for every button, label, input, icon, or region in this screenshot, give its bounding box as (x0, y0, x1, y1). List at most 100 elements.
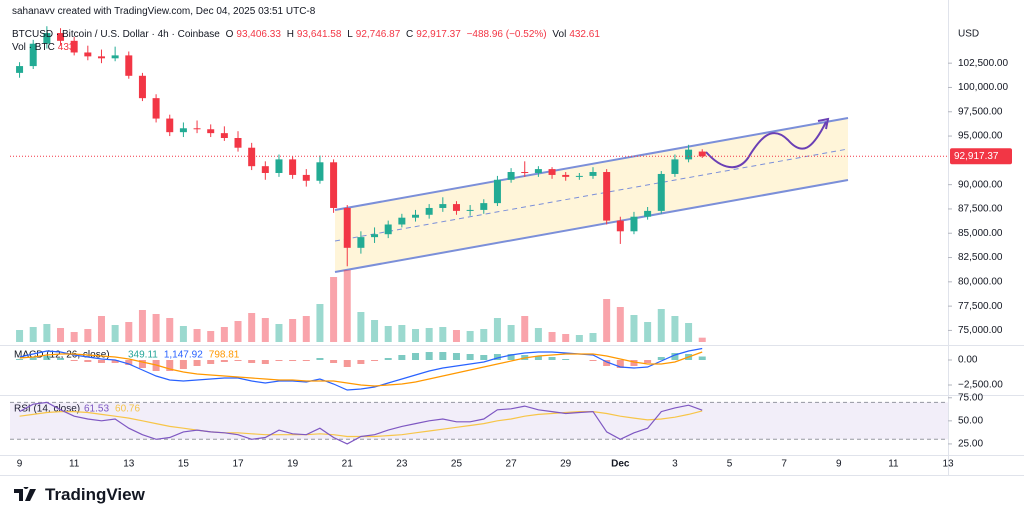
volume-bar (316, 304, 324, 342)
candle-body (207, 129, 215, 134)
volume-bar (275, 324, 283, 342)
macd-histogram (220, 360, 228, 362)
macd-histogram (138, 360, 146, 368)
logo-shape (14, 487, 36, 501)
macd-histogram (248, 360, 256, 363)
x-tick-label: 9 (836, 459, 842, 470)
macd-histogram (452, 353, 460, 360)
volume-bar (425, 328, 433, 342)
legend-label: C (406, 29, 414, 40)
y-tick-label: 50.00 (958, 415, 983, 426)
volume-bar (343, 270, 351, 342)
candle-body (616, 220, 624, 232)
volume-label: Vol · BTC (12, 42, 55, 53)
candle-body (466, 209, 474, 211)
x-tick-label: 11 (69, 459, 80, 470)
x-tick-label: 23 (396, 459, 408, 470)
macd-histogram (671, 353, 679, 360)
volume-bar (521, 316, 529, 342)
macd-histogram (166, 360, 174, 371)
macd-legend-value: 1,147.92 (164, 350, 203, 361)
volume-bar (330, 277, 338, 342)
rsi-band (10, 402, 948, 440)
candle-body (507, 172, 515, 180)
macd-histogram (29, 357, 37, 360)
candle-body (248, 147, 256, 167)
y-tick-label: 100,000.00 (958, 82, 1008, 93)
macd-histogram (357, 360, 365, 364)
candle-body (316, 162, 324, 181)
legend-value: 93,641.58 (296, 29, 342, 40)
volume-bar (493, 318, 501, 342)
macd-histogram (234, 360, 242, 361)
macd-histogram (493, 354, 501, 360)
candle-body (439, 204, 447, 208)
x-tick-label: 15 (178, 459, 190, 470)
macd-histogram (630, 360, 638, 366)
candle-body (630, 216, 638, 232)
macd-histogram (97, 360, 105, 363)
macd-legend-value: 349.11 (128, 350, 158, 361)
rsi-legend-value: 61.53 (84, 404, 109, 415)
candle-body (521, 172, 529, 174)
volume-bar (220, 327, 228, 342)
candle-body (480, 203, 488, 210)
x-tick-label: 29 (560, 459, 572, 470)
candle-body (57, 33, 65, 41)
volume-bar (70, 332, 78, 342)
volume-bar (616, 307, 624, 342)
rsi-legend-value: 60.76 (115, 404, 140, 415)
volume-bar (357, 312, 365, 342)
candle-body (343, 207, 351, 248)
macd-histogram (179, 360, 187, 369)
volume-bar (84, 329, 92, 342)
candle-body (166, 118, 174, 133)
volume-bar (125, 322, 133, 342)
channel-upper (334, 117, 849, 211)
candle-body (275, 159, 283, 173)
macd-histogram (589, 360, 597, 361)
legend-value: 93,406.33 (236, 29, 281, 40)
y-tick-label: 95,000.00 (958, 131, 1003, 142)
volume-bar (248, 313, 256, 342)
volume-bar (234, 321, 242, 342)
channel-mid (334, 148, 849, 242)
candle-body (152, 98, 160, 119)
candle-body (589, 172, 597, 176)
y-tick-label: 75,000.00 (958, 325, 1003, 336)
y-tick-label: 80,000.00 (958, 276, 1003, 287)
channel-fill (335, 118, 848, 272)
y-tick-label: 0.00 (958, 355, 978, 366)
candle-body (138, 75, 146, 99)
brand: TradingView (14, 485, 145, 505)
macd-histogram (43, 356, 51, 360)
volume-bar (412, 329, 420, 342)
macd-histogram (616, 360, 624, 368)
macd-histogram (644, 360, 652, 363)
macd-histogram (657, 357, 665, 360)
x-tick-label: 7 (781, 459, 787, 470)
y-tick-label: 97,500.00 (958, 106, 1003, 117)
candle-body (452, 204, 460, 211)
rsi-line (19, 401, 703, 445)
macd-histogram (289, 360, 297, 361)
volume-bar (207, 331, 215, 342)
macd-histogram (480, 355, 488, 360)
macd-histogram (562, 359, 570, 360)
x-tick-label: 21 (342, 459, 354, 470)
volume-bar (152, 314, 160, 342)
volume-bar (466, 331, 474, 342)
candle-body (534, 169, 542, 173)
candle-body (548, 169, 556, 175)
candle-body (603, 172, 611, 221)
y-tick-label: 90,000.00 (958, 179, 1003, 190)
candle-body (575, 175, 583, 177)
candle-body (644, 210, 652, 217)
x-tick-label: 27 (506, 459, 518, 470)
candle-body (97, 56, 105, 59)
macd-histogram (507, 354, 515, 360)
macd-histogram (439, 352, 447, 360)
volume-bar (398, 325, 406, 342)
candle-body (412, 214, 420, 218)
legend-line: BTCUSD · Bitcoin / U.S. Dollar · 4h · Co… (12, 29, 603, 40)
